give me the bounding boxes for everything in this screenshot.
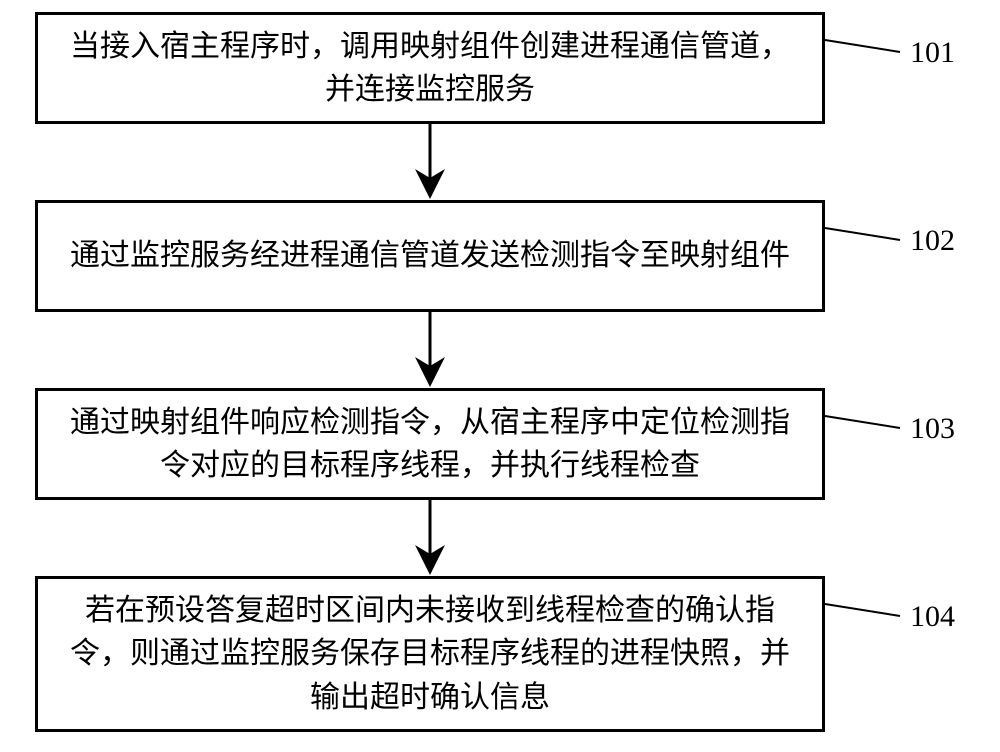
flow-step-2: 通过监控服务经进程通信管道发送检测指令至映射组件 (35, 200, 825, 312)
flow-step-2-label: 102 (910, 224, 955, 258)
flow-step-1: 当接入宿主程序时，调用映射组件创建进程通信管道，并连接监控服务 (35, 12, 825, 124)
flow-step-3-text: 通过映射组件响应检测指令，从宿主程序中定位检测指令对应的目标程序线程，并执行线程… (58, 401, 802, 488)
flow-step-4: 若在预设答复超时区间内未接收到线程检查的确认指令，则通过监控服务保存目标程序线程… (35, 576, 825, 732)
flow-step-3: 通过映射组件响应检测指令，从宿主程序中定位检测指令对应的目标程序线程，并执行线程… (35, 388, 825, 500)
flow-step-4-text: 若在预设答复超时区间内未接收到线程检查的确认指令，则通过监控服务保存目标程序线程… (58, 589, 802, 720)
flow-step-2-text: 通过监控服务经进程通信管道发送检测指令至映射组件 (70, 234, 790, 278)
flow-step-3-label: 103 (910, 412, 955, 446)
flow-step-1-text: 当接入宿主程序时，调用映射组件创建进程通信管道，并连接监控服务 (58, 25, 802, 112)
leader-4 (825, 604, 900, 616)
leader-2 (825, 228, 900, 240)
flow-step-4-label: 104 (910, 600, 955, 634)
flowchart-canvas: 当接入宿主程序时，调用映射组件创建进程通信管道，并连接监控服务 101 通过监控… (0, 0, 1000, 752)
leader-3 (825, 416, 900, 428)
leader-1 (825, 40, 900, 52)
flow-step-1-label: 101 (910, 36, 955, 70)
